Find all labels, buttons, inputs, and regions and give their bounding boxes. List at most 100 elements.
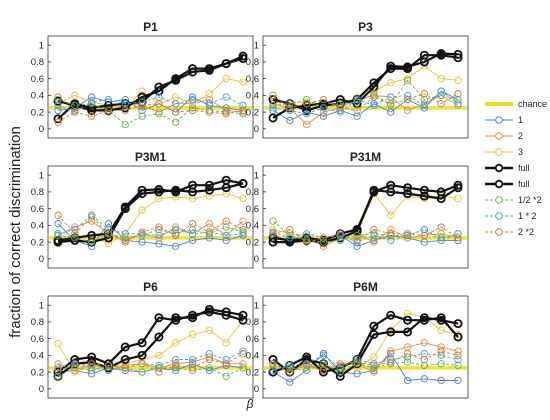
data-point bbox=[319, 95, 328, 104]
data-point bbox=[286, 231, 294, 240]
data-point bbox=[71, 361, 79, 370]
data-point bbox=[222, 74, 230, 83]
series-2-2-7 bbox=[269, 90, 462, 115]
data-point bbox=[188, 220, 197, 228]
data-point bbox=[222, 223, 230, 231]
y-tick-label: 0 bbox=[254, 124, 259, 135]
legend-item-1-2-7: 1 * 2 bbox=[485, 211, 537, 221]
data-point bbox=[403, 91, 412, 100]
panel-p6m: P6M 0 0.2 0.4 0.6 0.8 1 bbox=[246, 280, 469, 399]
data-point bbox=[454, 76, 462, 84]
data-point bbox=[104, 95, 113, 104]
series-full-4 bbox=[53, 307, 248, 377]
y-tick-label: 0.8 bbox=[31, 187, 44, 198]
data-point bbox=[238, 310, 248, 320]
data-point bbox=[403, 327, 413, 337]
data-point bbox=[87, 213, 96, 221]
data-point bbox=[453, 49, 463, 59]
data-point bbox=[353, 106, 361, 115]
panel-title: P6M bbox=[353, 280, 378, 294]
panels: P1 0 0.2 0.4 0.6 0.8 1 P3 0 0.2 0.4 0.6 0.8 1 P3M1 0 0.2… bbox=[31, 20, 469, 399]
data-point bbox=[319, 351, 328, 360]
data-point bbox=[420, 101, 429, 110]
panel-p31m: P31M 0 0.2 0.4 0.6 0.8 1 bbox=[246, 150, 469, 269]
data-point bbox=[420, 225, 429, 234]
data-point bbox=[155, 100, 163, 108]
data-point bbox=[319, 366, 328, 375]
data-point bbox=[268, 355, 278, 365]
data-point bbox=[205, 364, 214, 372]
y-tick-label: 0.8 bbox=[31, 317, 44, 328]
data-point bbox=[370, 93, 378, 101]
data-point bbox=[437, 87, 445, 95]
data-point bbox=[104, 106, 113, 115]
data-point bbox=[353, 358, 361, 366]
data-point bbox=[353, 236, 361, 245]
data-point bbox=[172, 231, 180, 240]
data-point bbox=[420, 339, 429, 347]
data-point bbox=[188, 187, 198, 197]
data-point bbox=[318, 367, 328, 377]
data-point bbox=[154, 86, 164, 96]
y-tick-label: 0.4 bbox=[31, 221, 44, 232]
data-point bbox=[222, 217, 230, 225]
data-point bbox=[71, 234, 79, 242]
y-tick-label: 0.2 bbox=[31, 237, 44, 248]
data-point bbox=[171, 74, 181, 84]
data-point bbox=[71, 225, 79, 234]
data-point bbox=[188, 355, 197, 364]
data-point bbox=[302, 110, 311, 118]
data-point bbox=[387, 79, 395, 87]
data-point bbox=[370, 101, 378, 110]
data-point bbox=[205, 220, 214, 228]
data-point bbox=[121, 106, 129, 115]
legend-label: 2 bbox=[518, 131, 523, 141]
panel-p3: P3 0 0.2 0.4 0.6 0.8 1 bbox=[246, 20, 469, 139]
data-point bbox=[121, 120, 129, 129]
data-point bbox=[386, 310, 396, 320]
data-point bbox=[155, 223, 163, 231]
data-point bbox=[222, 110, 230, 118]
data-point bbox=[419, 191, 429, 201]
data-point bbox=[336, 364, 344, 372]
data-point bbox=[87, 98, 96, 106]
data-point bbox=[138, 112, 146, 120]
data-point bbox=[222, 339, 230, 347]
data-point bbox=[104, 361, 113, 370]
data-point bbox=[387, 211, 395, 219]
series-2-2-7 bbox=[54, 350, 247, 376]
data-point bbox=[172, 364, 180, 372]
data-point bbox=[205, 90, 214, 98]
data-point bbox=[154, 187, 164, 197]
y-tick-label: 1 bbox=[39, 300, 44, 311]
data-point bbox=[454, 234, 462, 242]
data-point bbox=[353, 242, 361, 250]
data-point bbox=[453, 183, 463, 193]
data-point bbox=[204, 180, 214, 190]
panel-p6: P6 0 0.2 0.4 0.6 0.8 1 bbox=[31, 280, 254, 399]
data-point bbox=[353, 112, 361, 120]
data-point bbox=[205, 100, 214, 108]
y-tick-label: 0.6 bbox=[31, 74, 44, 85]
data-point bbox=[387, 350, 395, 358]
data-point bbox=[239, 360, 247, 368]
data-point bbox=[286, 378, 294, 386]
series-2-2-7 bbox=[54, 100, 247, 126]
data-point bbox=[286, 234, 294, 242]
data-point bbox=[54, 230, 62, 238]
data-point bbox=[319, 104, 328, 112]
panel-title: P3 bbox=[358, 20, 373, 34]
data-point bbox=[437, 360, 445, 368]
data-point bbox=[138, 206, 146, 214]
legend-marker bbox=[495, 116, 503, 124]
data-point bbox=[53, 367, 63, 377]
legend-item-1-1: 1 bbox=[485, 115, 523, 125]
panel-p1: P1 0 0.2 0.4 0.6 0.8 1 bbox=[31, 20, 254, 139]
data-point bbox=[54, 220, 62, 228]
series-1-2-6 bbox=[269, 87, 462, 118]
data-point bbox=[155, 368, 163, 376]
data-point bbox=[387, 230, 395, 238]
data-point bbox=[172, 355, 180, 364]
data-point bbox=[370, 361, 378, 370]
data-point bbox=[138, 106, 146, 115]
